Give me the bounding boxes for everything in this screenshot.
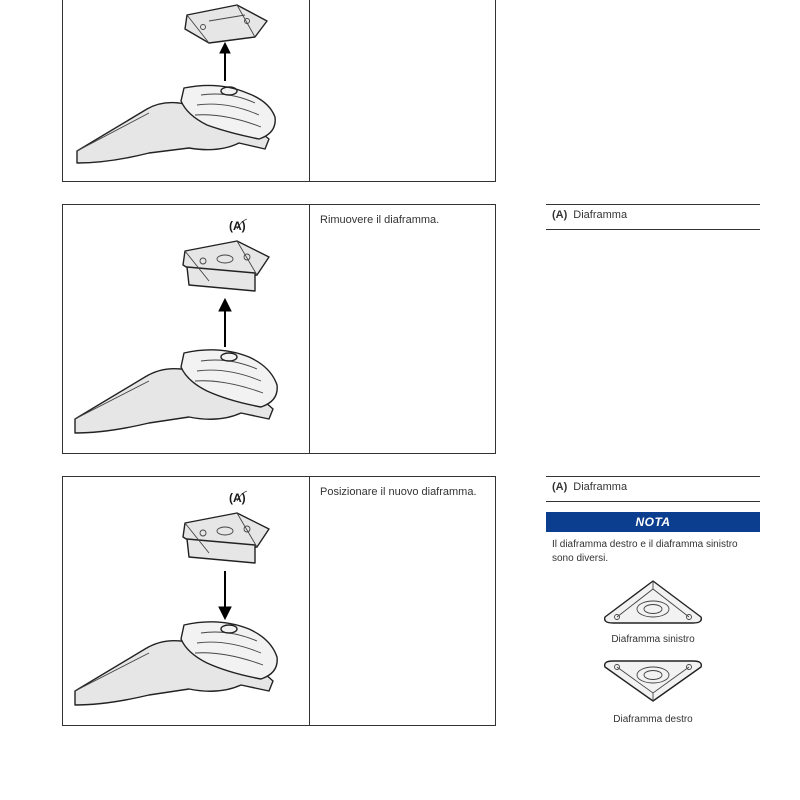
- step-row-1: [62, 0, 496, 182]
- nota-diaphragm-left: Diaframma sinistro: [546, 573, 760, 645]
- step-2-legend-key: (A): [552, 209, 567, 221]
- step-3-illustration: [69, 483, 309, 727]
- step-3-legend: (A) Diaframma NOTA Il diaframma destro e…: [546, 476, 760, 725]
- nota-diaphragm-right-label: Diaframma destro: [546, 714, 760, 725]
- nota-banner: NOTA: [546, 512, 760, 532]
- step-3-image-cell: (A): [62, 476, 310, 726]
- step-1-description-cell: [310, 0, 496, 182]
- step-2-legend: (A) Diaframma: [546, 204, 760, 230]
- step-2-description: Rimuovere il diaframma.: [320, 214, 439, 226]
- step-3-description-cell: Posizionare il nuovo diaframma.: [310, 476, 496, 726]
- nota-diaphragm-left-label: Diaframma sinistro: [546, 634, 760, 645]
- step-3-legend-key: (A): [552, 481, 567, 493]
- step-3-description: Posizionare il nuovo diaframma.: [320, 486, 477, 498]
- diaphragm-right-icon: [593, 653, 713, 709]
- step-1-image-cell: [62, 0, 310, 182]
- diaphragm-left-icon: [593, 573, 713, 629]
- step-2-callout-A: (A): [229, 219, 246, 233]
- step-row-2: (A): [62, 204, 496, 454]
- step-2-image-cell: (A): [62, 204, 310, 454]
- step-2-legend-value: Diaframma: [573, 209, 627, 221]
- step-3-legend-value: Diaframma: [573, 481, 627, 493]
- step-row-3: (A): [62, 476, 496, 726]
- step-1-illustration: [69, 0, 309, 183]
- step-2-description-cell: Rimuovere il diaframma.: [310, 204, 496, 454]
- step-2-illustration: [69, 211, 309, 455]
- nota-diaphragm-right: Diaframma destro: [546, 653, 760, 725]
- nota-text: Il diaframma destro e il diaframma sinis…: [546, 532, 760, 565]
- step-3-callout-A: (A): [229, 491, 246, 505]
